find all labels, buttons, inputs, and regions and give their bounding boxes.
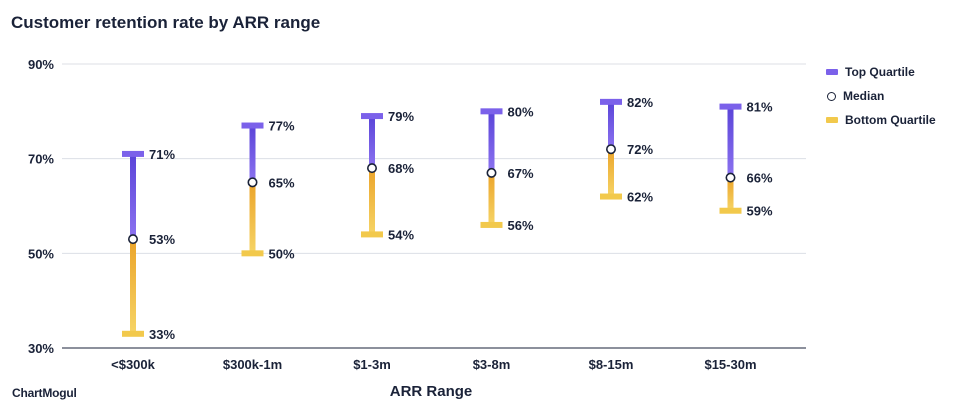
median-label: 72% — [627, 142, 653, 157]
y-tick-label: 90% — [28, 57, 54, 72]
legend-item-bottom-quartile: Bottom Quartile — [826, 108, 936, 132]
median-point — [247, 177, 258, 188]
median-label: 66% — [747, 171, 773, 186]
legend-label-bottom-quartile: Bottom Quartile — [845, 113, 936, 127]
bottom-quartile-label: 50% — [269, 246, 295, 261]
top-quartile-bar — [608, 101, 614, 150]
bottom-quartile-label: 56% — [508, 218, 534, 233]
top-quartile-cap — [241, 122, 264, 129]
top-quartile-cap — [719, 103, 742, 110]
bottom-quartile-bar — [727, 177, 734, 211]
median-label: 67% — [508, 166, 534, 181]
top-quartile-label: 81% — [747, 100, 773, 115]
bottom-quartile-cap — [600, 193, 622, 200]
x-axis-title: ARR Range — [390, 383, 473, 400]
legend-item-median: Median — [826, 84, 936, 108]
median-point — [725, 172, 736, 183]
bottom-quartile-cap — [719, 207, 742, 214]
top-quartile-cap — [600, 98, 622, 105]
bottom-quartile-bar — [249, 182, 256, 254]
top-quartile-bar — [488, 111, 495, 173]
bottom-quartile-label: 54% — [388, 227, 414, 242]
top-quartile-label: 71% — [149, 147, 175, 162]
legend-label-top-quartile: Top Quartile — [845, 65, 915, 79]
top-quartile-cap — [361, 113, 383, 120]
top-quartile-cap — [122, 150, 144, 157]
top-quartile-label: 82% — [627, 95, 653, 110]
top-quartile-label: 80% — [508, 104, 534, 119]
legend-swatch-bottom-quartile — [826, 117, 838, 123]
bottom-quartile-bar — [608, 149, 614, 197]
x-tick-label: $15-30m — [704, 357, 756, 372]
top-quartile-bar — [727, 106, 734, 178]
x-tick-label: $8-15m — [589, 357, 634, 372]
legend: Top Quartile Median Bottom Quartile — [826, 60, 936, 132]
y-tick-label: 70% — [28, 152, 54, 167]
y-tick-label: 30% — [28, 341, 54, 356]
y-tick-label: 50% — [28, 246, 54, 261]
bottom-quartile-label: 59% — [747, 204, 773, 219]
bottom-quartile-cap — [480, 221, 503, 228]
median-label: 53% — [149, 232, 175, 247]
brand-logo: ChartMogul — [12, 386, 77, 400]
legend-label-median: Median — [843, 89, 885, 103]
x-tick-label: $1-3m — [353, 357, 391, 372]
x-tick-label: $3-8m — [473, 357, 511, 372]
median-label: 68% — [388, 161, 414, 176]
top-quartile-bar — [369, 116, 375, 169]
bottom-quartile-cap — [241, 250, 264, 257]
bottom-quartile-label: 33% — [149, 327, 175, 342]
bottom-quartile-label: 62% — [627, 190, 653, 205]
top-quartile-bar — [130, 153, 136, 240]
top-quartile-label: 79% — [388, 109, 414, 124]
median-point — [605, 144, 616, 155]
legend-swatch-top-quartile — [826, 69, 838, 75]
x-tick-label: <$300k — [111, 357, 156, 372]
bottom-quartile-bar — [369, 168, 375, 235]
median-point — [486, 167, 497, 178]
bottom-quartile-bar — [130, 239, 136, 334]
chart-title: Customer retention rate by ARR range — [11, 13, 321, 32]
bottom-quartile-cap — [122, 330, 144, 337]
legend-marker-median — [827, 91, 836, 101]
bottom-quartile-cap — [361, 231, 383, 238]
top-quartile-label: 77% — [269, 119, 295, 134]
x-tick-label: $300k-1m — [223, 357, 282, 372]
top-quartile-cap — [480, 108, 503, 115]
median-point — [128, 234, 139, 245]
bottom-quartile-bar — [488, 172, 495, 225]
top-quartile-bar — [249, 125, 256, 183]
legend-item-top-quartile: Top Quartile — [826, 60, 936, 84]
median-label: 65% — [269, 175, 295, 190]
median-point — [366, 163, 377, 174]
